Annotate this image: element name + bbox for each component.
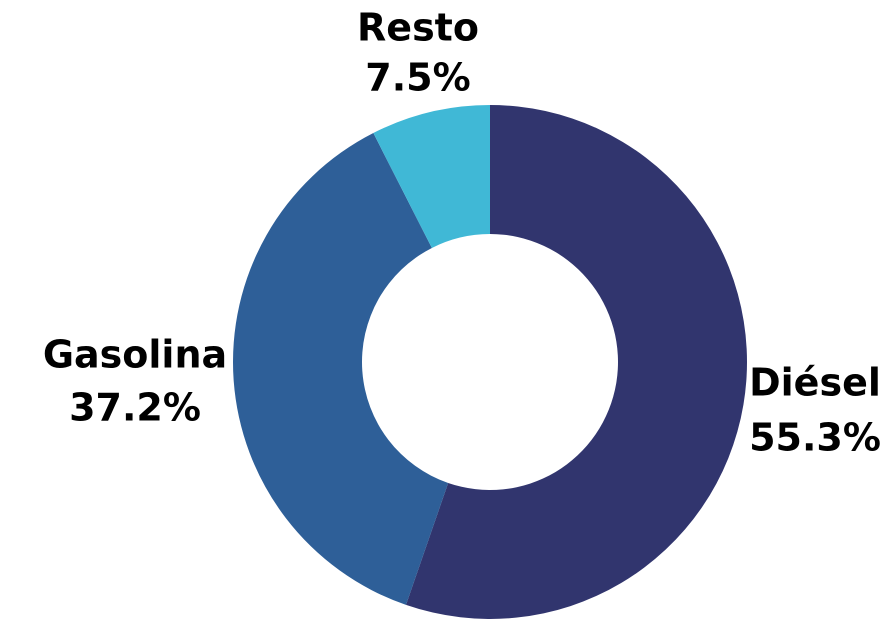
slice-value-label: 55.3% xyxy=(749,416,881,460)
slice-label: Gasolina xyxy=(43,333,227,377)
slice-value-label: 7.5% xyxy=(365,56,470,100)
donut-slice xyxy=(405,105,747,619)
donut-slice xyxy=(233,133,449,605)
slice-label: Resto xyxy=(357,6,479,50)
slice-value-label: 37.2% xyxy=(69,386,201,430)
slice-label: Diésel xyxy=(749,361,881,405)
donut-slice xyxy=(373,105,490,248)
